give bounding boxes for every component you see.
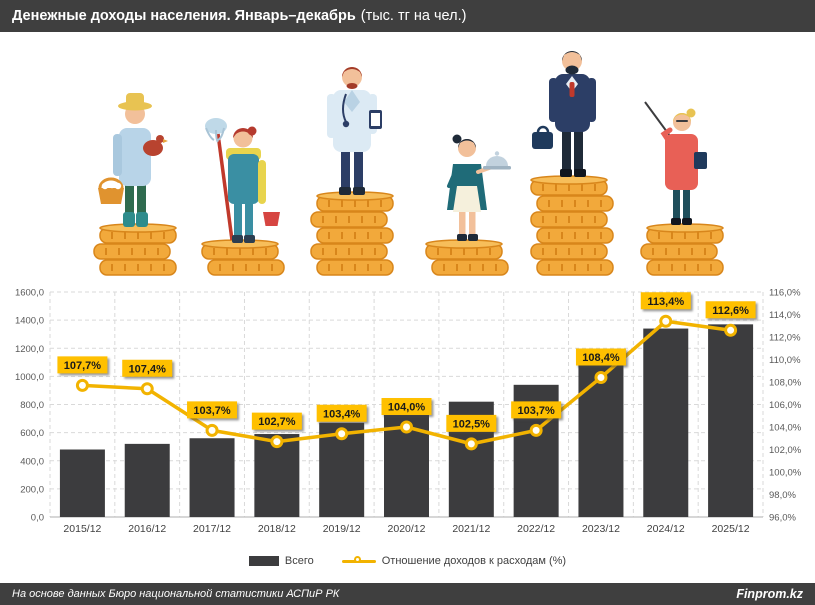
left-axis-tick: 600,0 (20, 428, 44, 439)
data-label-2015/12: 107,7% (57, 356, 108, 374)
data-label-2017/12: 103,7% (187, 401, 238, 419)
data-label-2023/12: 108,4% (575, 348, 626, 366)
waitress-illustration (447, 134, 511, 241)
data-label-2016/12: 107,4% (122, 359, 173, 377)
x-axis-label: 2015/12 (63, 523, 101, 535)
legend-label-total: Всего (284, 555, 314, 567)
left-axis-tick: 0,0 (31, 513, 44, 524)
x-axis-label: 2023/12 (582, 523, 620, 535)
data-label-2020/12: 104,0% (381, 398, 432, 415)
bar-2017/12 (189, 438, 235, 517)
svg-text:103,4%: 103,4% (323, 408, 361, 420)
line-marker-2020/12 (400, 420, 413, 434)
coin-stack (201, 239, 285, 276)
line-marker-2018/12 (270, 435, 284, 449)
line-marker-2017/12 (205, 423, 219, 437)
professions-illustration (93, 51, 724, 276)
x-axis-label: 2022/12 (517, 523, 555, 535)
left-axis-tick: 400,0 (20, 456, 44, 467)
line-marker-2025/12 (724, 323, 738, 337)
data-label-2025/12: 112,6% (705, 301, 756, 319)
title-bar: Денежные доходы населения. Январь–декабр… (0, 0, 815, 32)
data-label-2018/12: 102,7% (251, 412, 302, 430)
x-axis-label: 2017/12 (193, 523, 231, 535)
left-axis-tick: 1200,0 (15, 344, 44, 355)
svg-text:104,0%: 104,0% (388, 402, 426, 414)
line-marker-2024/12 (659, 314, 673, 328)
svg-text:113,4%: 113,4% (647, 296, 684, 308)
svg-text:107,4%: 107,4% (129, 363, 167, 375)
line-swatch-icon (341, 555, 376, 567)
coin-stack (425, 239, 509, 276)
coin-stack (93, 223, 177, 276)
right-axis-tick: 108,0% (769, 378, 802, 389)
x-axis-label: 2024/12 (647, 523, 685, 535)
coin-stack (310, 191, 394, 276)
chart-legend: Всего Отношение доходов к расходам (%) (0, 550, 815, 572)
brand-logo: Finprom.kz (736, 587, 803, 601)
legend-item-total: Всего (248, 555, 314, 567)
x-axis-label: 2020/12 (388, 523, 426, 535)
x-axis-label: 2025/12 (712, 523, 750, 535)
coin-stack (640, 223, 724, 276)
line-marker-2016/12 (140, 382, 154, 396)
data-label-2019/12: 103,4% (316, 404, 367, 422)
right-axis-tick: 100,0% (769, 468, 802, 479)
page-title: Денежные доходы населения. Январь–декабр… (12, 8, 356, 24)
svg-text:102,5%: 102,5% (453, 418, 491, 430)
bar-2015/12 (59, 449, 105, 517)
line-marker-2015/12 (75, 378, 89, 392)
svg-text:112,6%: 112,6% (712, 305, 749, 317)
legend-label-ratio: Отношение доходов к расходам (%) (381, 555, 567, 567)
data-label-2024/12: 113,4% (640, 292, 691, 310)
bar-swatch-icon (248, 556, 279, 566)
right-axis-tick: 96,0% (769, 513, 796, 524)
line-marker-2019/12 (335, 427, 349, 441)
right-axis-tick: 112,0% (769, 333, 801, 344)
right-axis-tick: 106,0% (769, 400, 802, 411)
right-axis-tick: 104,0% (769, 423, 802, 434)
footer-bar: На основе данных Бюро национальной стати… (0, 583, 815, 605)
data-source-note: На основе данных Бюро национальной стати… (12, 588, 340, 600)
data-label-2022/12: 103,7% (511, 401, 562, 419)
doctor-illustration (327, 67, 382, 195)
right-axis-tick: 116,0% (769, 288, 801, 299)
line-marker-2022/12 (529, 423, 543, 437)
svg-text:103,7%: 103,7% (517, 405, 555, 417)
right-axis-tick: 114,0% (769, 310, 801, 321)
left-axis-tick: 200,0 (20, 484, 44, 495)
right-axis-tick: 110,0% (769, 355, 801, 366)
left-axis-tick: 800,0 (20, 400, 44, 411)
bar-2023/12 (578, 358, 624, 517)
bar-2024/12 (643, 328, 689, 517)
line-marker-2021/12 (464, 437, 478, 451)
bar-2016/12 (124, 443, 170, 517)
svg-text:108,4%: 108,4% (582, 352, 620, 364)
left-axis-tick: 1000,0 (15, 372, 44, 383)
svg-text:102,7%: 102,7% (258, 416, 296, 428)
svg-text:107,7%: 107,7% (64, 360, 102, 372)
left-axis-tick: 1400,0 (15, 316, 44, 327)
right-axis-tick: 98,0% (769, 490, 796, 501)
x-axis-label: 2016/12 (128, 523, 166, 535)
x-axis-label: 2021/12 (452, 523, 490, 535)
left-axis-tick: 1600,0 (15, 288, 44, 299)
businessman-illustration (532, 51, 596, 177)
farmer-illustration (98, 93, 168, 227)
x-axis-label: 2019/12 (323, 523, 361, 535)
data-label-2021/12: 102,5% (446, 414, 497, 432)
page-title-units: (тыс. тг на чел.) (360, 8, 467, 24)
cleaner-illustration (205, 118, 280, 243)
coin-stack (530, 175, 614, 276)
income-combo-chart: 0,0 200,0 400,0 600,0 800,0 1000,0 1200,0 1400,… (15, 288, 802, 536)
teacher-illustration (644, 101, 707, 225)
x-axis-label: 2018/12 (258, 523, 296, 535)
legend-item-ratio: Отношение доходов к расходам (%) (341, 555, 567, 567)
line-marker-2023/12 (594, 371, 608, 384)
bar-2025/12 (708, 324, 754, 517)
chart-area: 0,0 200,0 400,0 600,0 800,0 1000,0 1200,0 1400,… (0, 286, 815, 538)
right-axis-tick: 102,0% (769, 445, 802, 456)
svg-text:103,7%: 103,7% (193, 405, 231, 417)
